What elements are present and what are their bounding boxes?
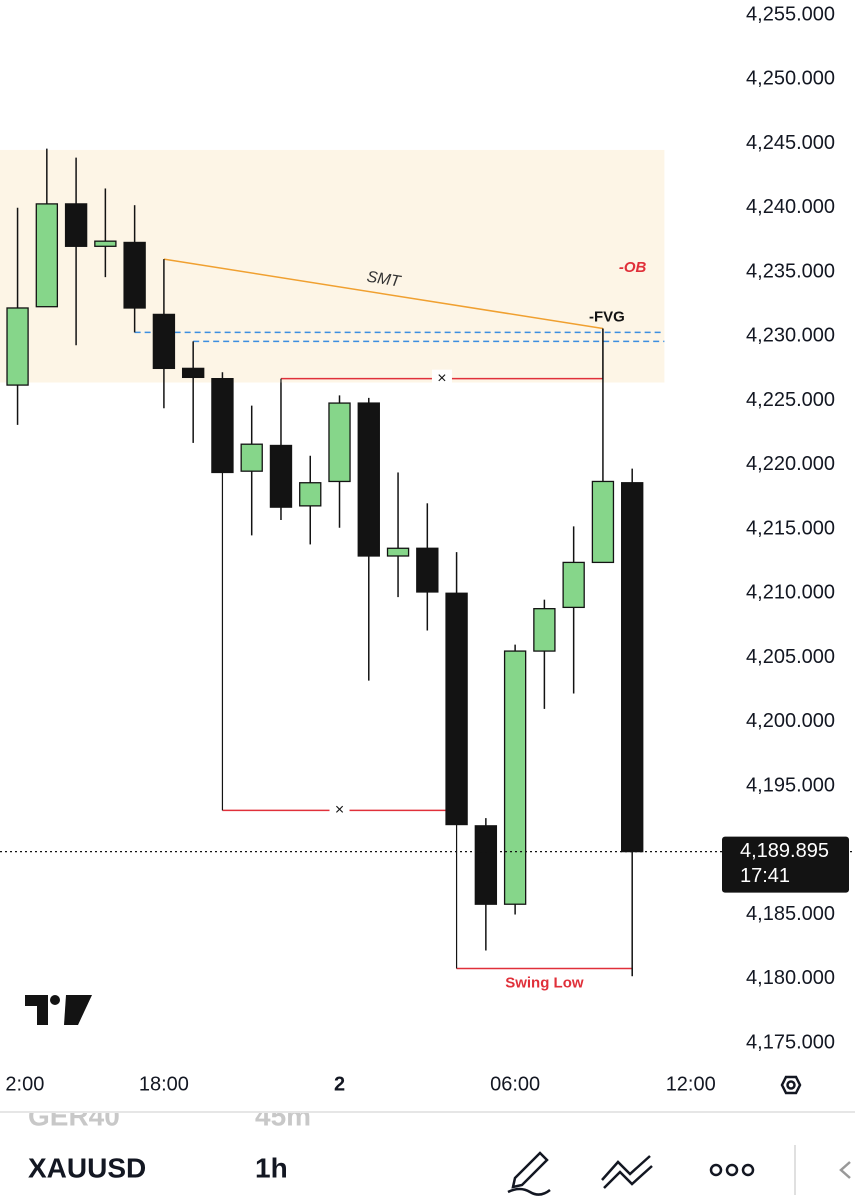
y-tick-label: 4,225.000 [746,389,835,411]
candle-body [416,547,439,593]
x-tick-label: 06:00 [490,1073,540,1095]
candle-body [35,203,59,308]
symbol[interactable]: XAUUSD [28,1152,146,1183]
label-bg [329,801,350,820]
last-price-box [722,836,849,893]
candle-body [64,203,88,247]
x-tick-label: 18:00 [139,1073,189,1095]
candle-body [211,378,234,474]
plot: -OB SMT -FVG × × Swing Low 4,175.000 4,180.000 4… [0,3,855,1095]
candle-body [386,547,410,557]
y-tick-label: 4,255.000 [746,3,835,25]
candle-body [621,482,644,853]
candle-body [181,367,205,379]
candle-body [123,241,146,309]
candle-body [591,480,615,564]
interval[interactable]: 1h [255,1152,288,1183]
candle-body [269,444,293,508]
line-label: -FVG [589,308,625,325]
tradingview-logo [25,995,92,1025]
y-tick-label: 4,175.000 [746,1031,835,1053]
label-bg [431,369,452,388]
more-button[interactable] [709,1163,755,1177]
y-tick-label: 4,210.000 [746,582,835,604]
y-tick-label: 4,185.000 [746,903,835,925]
y-tick-label: 4,200.000 [746,710,835,732]
candle-body [152,313,176,370]
collapse-button[interactable] [839,1161,851,1179]
indicators-button[interactable] [601,1155,653,1189]
x-tick-label: 2 [334,1073,345,1095]
candle-body [474,825,498,905]
countdown: 17:41 [740,865,790,887]
line-label: × [437,370,446,387]
candle-body [240,443,263,472]
candle-body [562,561,585,609]
candle-body [357,402,380,557]
y-tick-label: 4,215.000 [746,517,835,539]
line-label: × [335,802,344,819]
candle-body [503,650,527,905]
y-tick-label: 4,205.000 [746,646,835,668]
candle-body [94,240,117,247]
candle-body [445,592,468,826]
zone [0,149,665,383]
y-tick-label: 4,180.000 [746,967,835,989]
candle-body [533,608,556,652]
candle-body [328,402,351,483]
line-label: SMT [365,269,402,291]
y-tick-label: 4,250.000 [746,68,835,90]
y-tick-label: 4,240.000 [746,196,835,218]
y-tick-label: 4,195.000 [746,774,835,796]
y-tick-label: 4,220.000 [746,453,835,475]
last-price-label: 4,189.895 [740,840,829,862]
drawing-line [163,258,604,330]
y-tick-label: 4,235.000 [746,260,835,282]
prev-interval[interactable]: 45m [255,1100,311,1131]
x-tick-label: 12:00 [666,1073,716,1095]
prev-symbol[interactable]: GER40 [28,1100,120,1131]
y-tick-label: 4,230.000 [746,325,835,347]
x-tick-label: 2:00 [5,1073,44,1095]
candle-body [6,307,29,386]
zone-label: -OB [619,259,647,276]
y-tick-label: 4,245.000 [746,132,835,154]
draw-button[interactable] [507,1151,551,1196]
settings-button[interactable] [780,1075,802,1095]
line-label: Swing Low [505,974,584,991]
candle-body [299,482,322,507]
